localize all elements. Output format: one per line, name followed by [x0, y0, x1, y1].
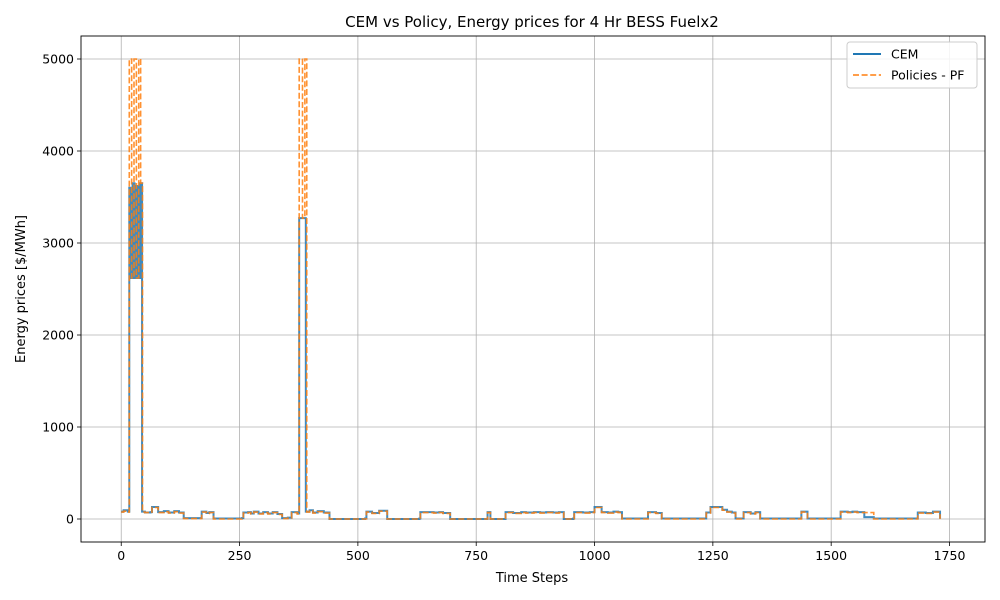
y-tick-label: 5000: [42, 52, 74, 67]
y-axis-ticks: 0 1000 2000 3000 4000 5000: [42, 52, 81, 527]
x-axis-label: Time Steps: [495, 571, 569, 586]
x-tick-label: 250: [228, 548, 252, 563]
x-tick-label: 1750: [934, 548, 966, 563]
x-tick-label: 750: [464, 548, 488, 563]
y-tick-label: 0: [66, 512, 74, 527]
y-tick-label: 3000: [42, 236, 74, 251]
chart-title: CEM vs Policy, Energy prices for 4 Hr BE…: [345, 13, 719, 31]
y-tick-label: 4000: [42, 144, 74, 159]
x-tick-label: 1500: [815, 548, 847, 563]
x-tick-label: 0: [117, 548, 125, 563]
plot-area: [121, 58, 942, 520]
legend: CEM Policies - PF: [846, 41, 978, 89]
x-tick-label: 1000: [579, 548, 611, 563]
x-axis-ticks: 0 250 500 750 1000 1250 1500 1750: [117, 542, 965, 563]
grid-lines: [81, 36, 985, 542]
x-tick-label: 1250: [697, 548, 729, 563]
legend-entry-cem: CEM: [891, 47, 918, 62]
y-axis-label: Energy prices [$/MWh]: [14, 215, 29, 363]
series-line-policies-pf: [121, 58, 941, 520]
x-tick-label: 500: [346, 548, 370, 563]
plot-frame: [80, 35, 986, 543]
y-tick-label: 2000: [42, 328, 74, 343]
y-tick-label: 1000: [42, 420, 74, 435]
legend-entry-policies: Policies - PF: [891, 68, 964, 83]
